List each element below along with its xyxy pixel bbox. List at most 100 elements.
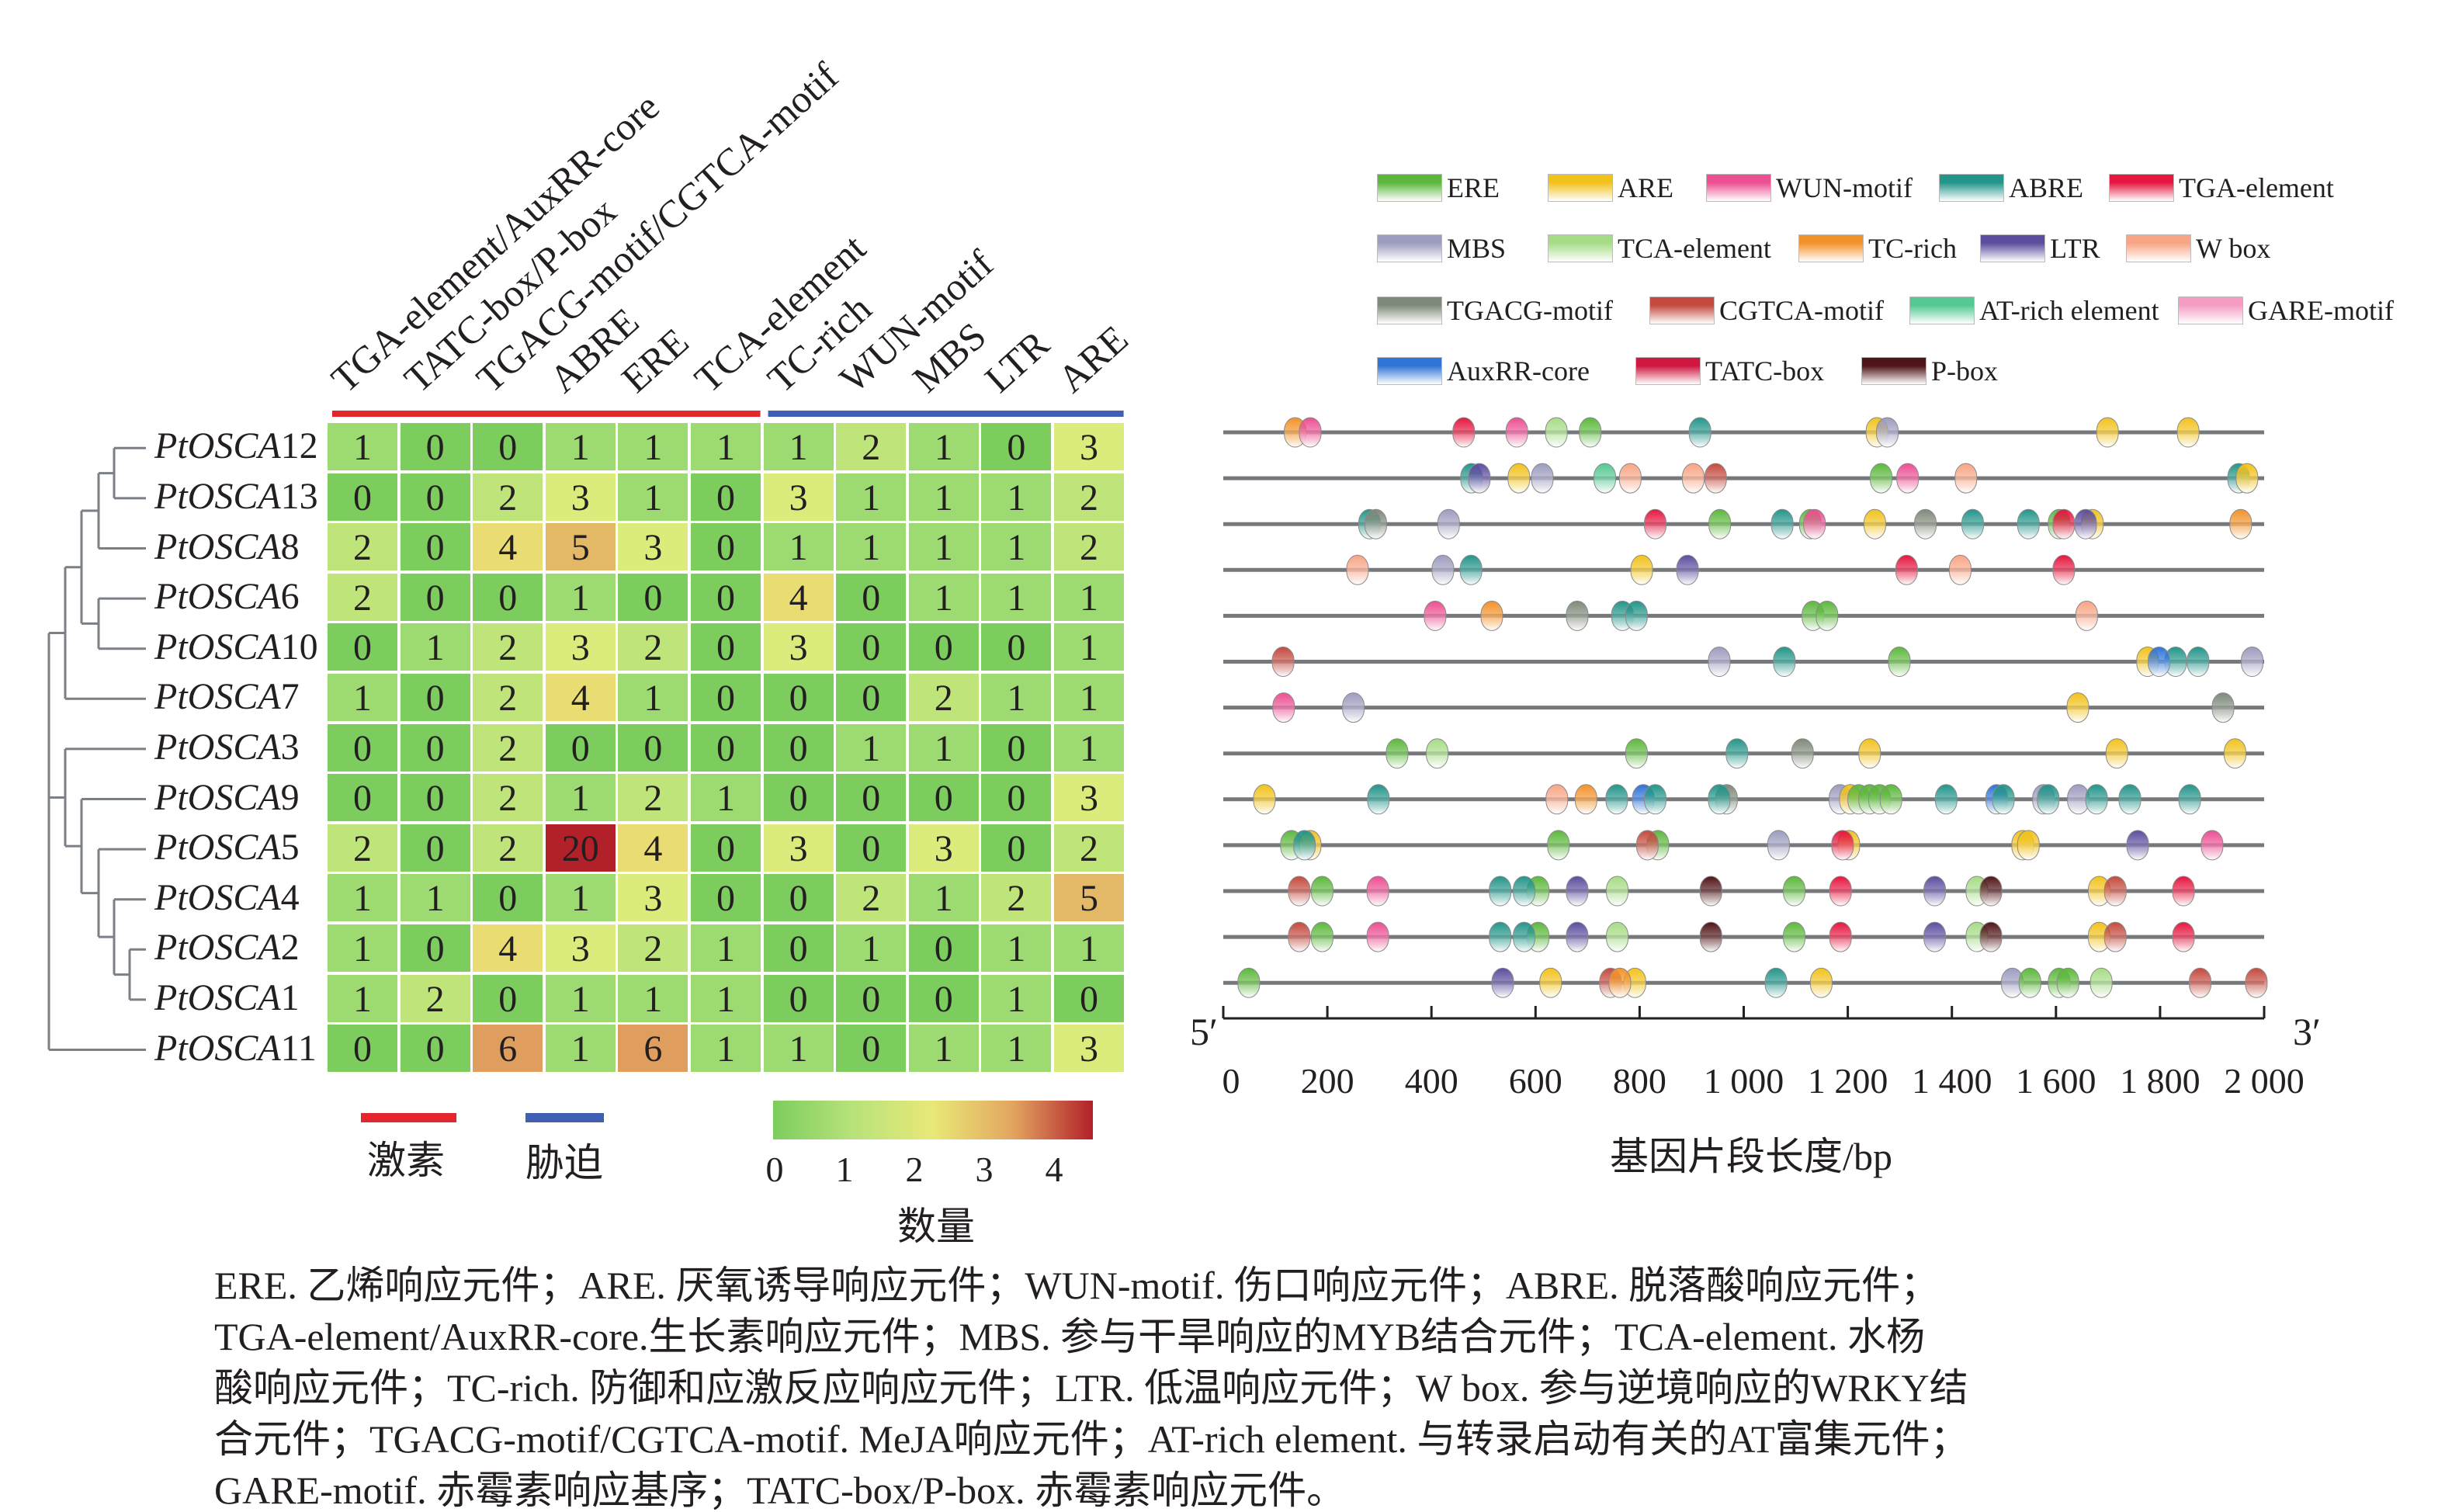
heatmap-cell: 1 [908, 723, 979, 772]
element-mark [2223, 738, 2246, 769]
heatmap-cell: 0 [545, 723, 616, 772]
element-mark [1992, 784, 2015, 815]
element-mark [1480, 600, 1503, 631]
element-mark [2118, 784, 2142, 815]
heatmap-cell: 2 [1054, 824, 1124, 872]
gene-label: PtOSCA5 [154, 823, 300, 872]
gene-label: PtOSCA13 [154, 472, 318, 522]
element-mark [1431, 554, 1455, 585]
heatmap-cell: 1 [981, 1025, 1052, 1073]
element-mark [2126, 830, 2149, 861]
element-mark [1644, 784, 1667, 815]
element-mark [1708, 784, 1731, 815]
element-mark [1635, 830, 1659, 861]
legend-label: AT-rich element [1979, 295, 2159, 326]
legend-item: AT-rich element [1909, 295, 2159, 326]
heatmap-cell: 0 [328, 774, 397, 822]
legend-item: TC-rich [1798, 233, 1957, 264]
element-mark [2017, 508, 2040, 539]
element-mark [1366, 921, 1389, 952]
element-mark [1803, 508, 1826, 539]
heatmap-cell: 2 [908, 674, 979, 721]
element-mark [1630, 554, 1653, 585]
element-mark [1979, 876, 2003, 907]
element-mark [1704, 463, 1727, 494]
element-mark [1681, 463, 1705, 494]
element-mark [2241, 647, 2264, 677]
heatmap-cell: 3 [763, 473, 834, 521]
heatmap-cell: 0 [691, 874, 761, 922]
gene-prefix: PtOSCA [154, 576, 281, 618]
gene-label: PtOSCA10 [154, 622, 318, 672]
heatmap-cell: 2 [618, 924, 688, 972]
x-tick-label: 1 800 [2120, 1061, 2200, 1101]
element-mark [1934, 784, 1958, 815]
element-mark [1783, 921, 1806, 952]
heatmap-cell: 0 [763, 974, 834, 1022]
element-mark [1491, 967, 1514, 998]
x-tick-label: 0 [1222, 1061, 1240, 1101]
gene-label: PtOSCA6 [154, 572, 300, 622]
gene-prefix: PtOSCA [154, 525, 281, 567]
heatmap-cell: 0 [328, 623, 397, 671]
element-mark [1961, 508, 1985, 539]
heatmap-cell: 3 [1054, 1025, 1124, 1073]
legend-item: P-box [1861, 355, 1998, 387]
promoter-map [1222, 417, 2268, 1020]
gene-label: PtOSCA8 [154, 522, 300, 572]
element-mark [1831, 830, 1854, 861]
heatmap-cell: 0 [763, 674, 834, 721]
heatmap-cell: 1 [836, 723, 907, 772]
heatmap-cell: 1 [908, 523, 979, 571]
heatmap-cell: 2 [618, 774, 688, 822]
heatmap-cell: 0 [836, 674, 907, 721]
heatmap-cell: 2 [1054, 473, 1124, 521]
heatmap-cell: 1 [981, 674, 1052, 721]
element-mark [1489, 876, 1512, 907]
x-tick-label: 1 600 [2016, 1061, 2096, 1101]
heatmap-cell: 1 [763, 423, 834, 470]
x-tick-label: 600 [1508, 1061, 1562, 1101]
heatmap-cell: 0 [763, 924, 834, 972]
legend-item: W box [2126, 233, 2270, 264]
heatmap-cell: 0 [691, 824, 761, 872]
gene-prefix: PtOSCA [154, 927, 281, 969]
group-label-stress: 胁迫 [525, 1141, 603, 1184]
element-mark [1948, 554, 1972, 585]
heatmap-cell: 2 [981, 874, 1052, 922]
heatmap-cell: 0 [618, 573, 688, 621]
element-mark [1625, 738, 1648, 769]
heatmap-cell: 0 [473, 423, 543, 470]
element-mark [1366, 876, 1389, 907]
element-mark [2103, 876, 2127, 907]
heatmap-cell: 1 [763, 523, 834, 571]
x-tick-label: 200 [1300, 1061, 1354, 1101]
element-mark [2066, 692, 2090, 723]
legend-label: P-box [1931, 355, 1999, 387]
legend-swatch [1861, 357, 1927, 385]
heatmap-cell: 0 [908, 623, 979, 671]
legend-label: TATC-box [1705, 355, 1825, 387]
x-tick-label: 2 000 [2224, 1061, 2305, 1101]
x-tick-label: 1 400 [1911, 1061, 1992, 1101]
legend-item: ABRE [1939, 172, 2083, 203]
legend-item: TATC-box [1635, 355, 1824, 387]
element-mark [2176, 417, 2200, 448]
colorbar [773, 1101, 1093, 1139]
element-mark [1725, 738, 1749, 769]
heatmap-cell: 0 [763, 723, 834, 772]
element-mark [1923, 921, 1947, 952]
heatmap-cell: 3 [545, 623, 616, 671]
legend-label: TCA-element [1618, 233, 1771, 264]
heatmap-cell: 4 [473, 523, 543, 571]
heatmap-cell: 2 [400, 974, 470, 1022]
heatmap-cell: 0 [328, 473, 397, 521]
gene-number: 6 [280, 576, 300, 618]
heatmap-cell: 0 [836, 623, 907, 671]
legend-swatch [1649, 297, 1715, 324]
heatmap-cell: 1 [908, 473, 979, 521]
heatmap-cell: 3 [1054, 774, 1124, 822]
gene-number: 1 [280, 976, 300, 1018]
heatmap-cell: 1 [545, 974, 616, 1022]
x-tick-label: 1 200 [1807, 1061, 1888, 1101]
